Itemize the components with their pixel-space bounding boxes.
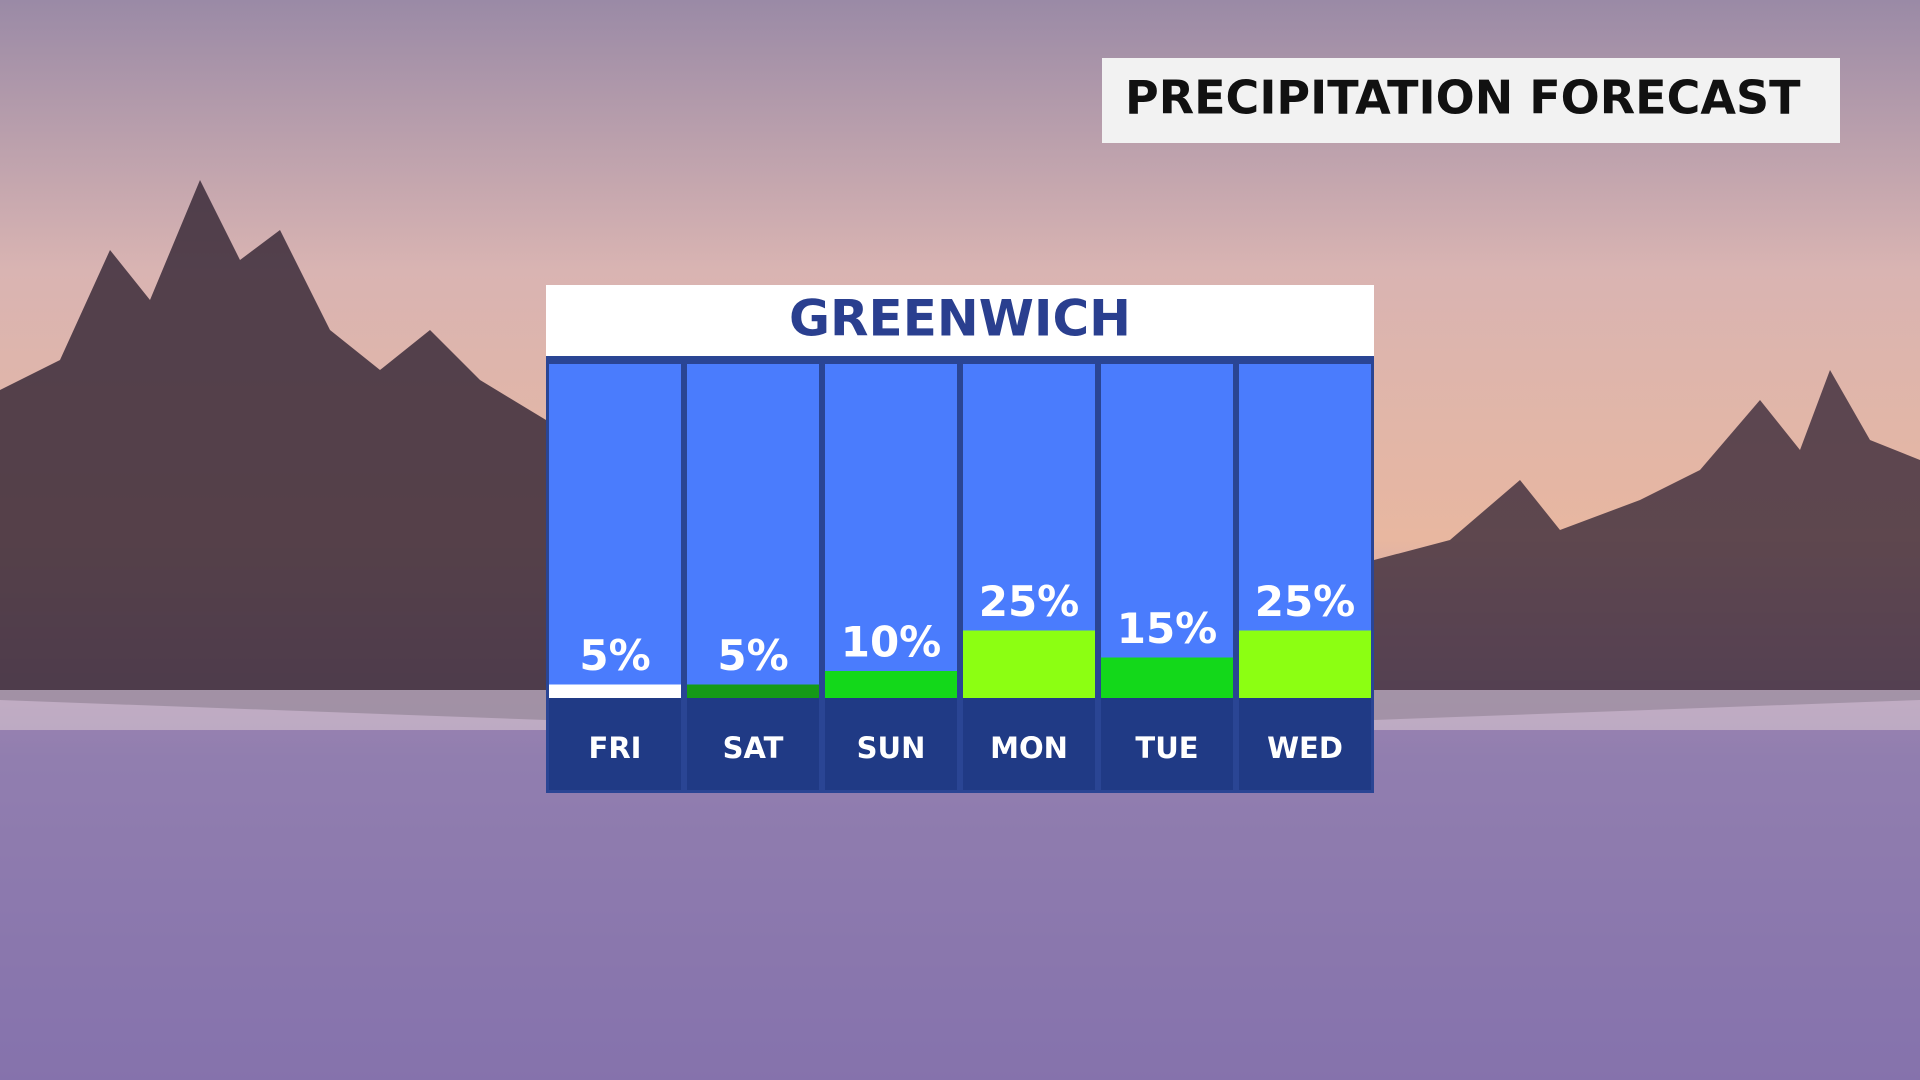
column — [687, 364, 819, 698]
chart-title: PRECIPITATION FORECAST — [1125, 71, 1801, 125]
column — [825, 364, 957, 698]
day-label: WED — [1267, 731, 1343, 765]
day-cell — [963, 698, 1095, 790]
panel-header — [546, 285, 1374, 356]
bar — [1101, 657, 1233, 698]
bar — [963, 630, 1095, 698]
day-cell — [1239, 698, 1371, 790]
day-label: SUN — [857, 731, 926, 765]
day-cell — [549, 698, 681, 790]
value-label: 5% — [579, 631, 650, 680]
bar — [1239, 630, 1371, 698]
day-label: MON — [990, 731, 1068, 765]
bar — [825, 671, 957, 698]
bar — [687, 684, 819, 698]
title-box — [1102, 58, 1840, 143]
day-cell — [1101, 698, 1233, 790]
trees-left — [0, 180, 546, 720]
value-label: 15% — [1117, 604, 1218, 653]
trees-right — [1374, 370, 1920, 720]
bar — [549, 684, 681, 698]
column — [549, 364, 681, 698]
panel — [546, 285, 1374, 793]
day-cell — [687, 698, 819, 790]
column — [1101, 364, 1233, 698]
value-label: 10% — [841, 618, 942, 667]
day-label: SAT — [723, 731, 784, 765]
day-label: TUE — [1135, 731, 1198, 765]
day-label: FRI — [589, 731, 642, 765]
day-cell — [825, 698, 957, 790]
value-label: 25% — [979, 577, 1080, 626]
location-title: GREENWICH — [789, 290, 1131, 348]
value-label: 5% — [717, 631, 788, 680]
value-label: 25% — [1255, 577, 1356, 626]
